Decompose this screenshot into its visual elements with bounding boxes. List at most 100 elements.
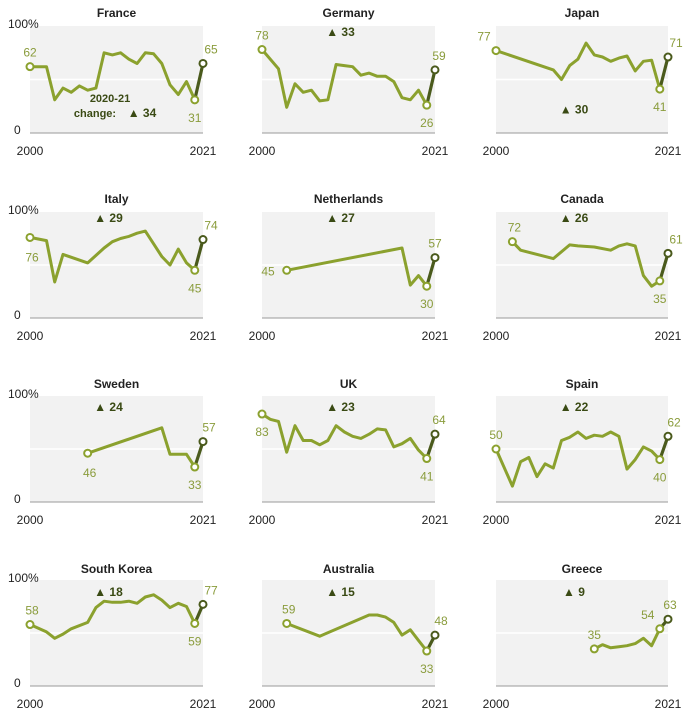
y-tick-top: 100% — [8, 17, 39, 31]
point-2020-marker — [422, 281, 432, 291]
chart-panel-sweden: Sweden 100% 0 2000 2021 46 57 33 ▲ 24 — [8, 377, 217, 527]
x-tick-end: 2021 — [422, 697, 449, 711]
start-point-marker — [25, 62, 35, 72]
start-point-marker — [25, 232, 35, 242]
change-segment-2020-2021 — [658, 251, 670, 283]
start-value-label: 62 — [23, 46, 37, 60]
point-2021-marker — [663, 248, 673, 258]
change-value-label: ▲ 26 — [560, 211, 589, 225]
x-tick-end: 2021 — [190, 144, 217, 158]
value-2020-label: 41 — [653, 100, 667, 114]
start-value-label: 59 — [282, 602, 296, 616]
end-value-label: 77 — [204, 583, 218, 597]
point-2020-marker — [655, 276, 665, 286]
change-segment-2020-2021 — [193, 61, 205, 102]
series-line — [510, 240, 662, 288]
chart-panel-japan: Japan 2000 2021 77 71 41 ▲ 30 — [477, 6, 683, 158]
y-tick-bottom: 0 — [14, 123, 21, 137]
x-tick-start: 2000 — [17, 144, 44, 158]
value-2020-label: 30 — [420, 297, 434, 311]
start-value-label: 83 — [255, 425, 269, 439]
chart-title: UK — [340, 377, 358, 391]
value-2020-label: 40 — [653, 471, 667, 485]
start-value-label: 45 — [261, 264, 275, 278]
change-segment-2020-2021 — [425, 255, 437, 288]
chart-title: Germany — [322, 6, 374, 20]
point-2021-marker — [430, 65, 440, 75]
series-line — [86, 426, 197, 469]
chart-title: Italy — [104, 192, 128, 206]
y-tick-bottom: 0 — [14, 492, 21, 506]
start-value-label: 50 — [489, 428, 503, 442]
x-tick-end: 2021 — [655, 144, 682, 158]
y-tick-top: 100% — [8, 571, 39, 585]
point-2021-marker — [663, 52, 673, 62]
series-line — [494, 41, 662, 91]
value-2020-label: 35 — [653, 292, 667, 306]
point-2020-marker — [422, 646, 432, 656]
x-tick-start: 2000 — [483, 329, 510, 343]
end-value-label: 65 — [204, 42, 218, 56]
x-tick-end: 2021 — [655, 513, 682, 527]
start-point-marker — [257, 45, 267, 55]
point-2020-marker — [190, 265, 200, 275]
chart-panel-greece: Greece 2000 2021 35 63 54 ▲ 9 — [483, 562, 682, 711]
change-value-label: ▲ 29 — [94, 211, 123, 225]
chart-title: Sweden — [94, 377, 139, 391]
change-segment-2020-2021 — [193, 237, 205, 272]
x-tick-start: 2000 — [249, 697, 276, 711]
value-2020-label: 31 — [188, 111, 202, 125]
point-2021-marker — [430, 253, 440, 263]
point-2021-marker — [198, 599, 208, 609]
series-line — [494, 430, 662, 488]
x-tick-start: 2000 — [483, 697, 510, 711]
start-value-label: 77 — [477, 30, 491, 44]
value-2020-label: 59 — [188, 634, 202, 648]
value-2020-label: 41 — [420, 470, 434, 484]
x-tick-start: 2000 — [17, 329, 44, 343]
y-tick-top: 100% — [8, 387, 39, 401]
series-line — [592, 627, 662, 651]
point-2021-marker — [198, 437, 208, 447]
value-2020-label: 33 — [188, 478, 202, 492]
series-line — [260, 48, 429, 109]
x-tick-start: 2000 — [17, 513, 44, 527]
x-tick-start: 2000 — [249, 329, 276, 343]
end-value-label: 63 — [663, 598, 677, 612]
point-2021-marker — [198, 58, 208, 68]
end-value-label: 71 — [669, 36, 683, 50]
x-tick-end: 2021 — [422, 329, 449, 343]
change-value-label: ▲ 9 — [563, 585, 585, 599]
start-point-marker — [25, 620, 35, 630]
chart-title: France — [97, 6, 137, 20]
chart-panel-australia: Australia 2000 2021 59 48 33 ▲ 15 — [249, 562, 449, 711]
x-tick-start: 2000 — [483, 513, 510, 527]
chart-panel-italy: Italy 100% 0 2000 2021 76 74 45 ▲ 29 — [8, 192, 218, 343]
y-tick-bottom: 0 — [14, 308, 21, 322]
point-2020-marker — [655, 455, 665, 465]
chart-panel-spain: Spain 2000 2021 50 62 40 ▲ 22 — [483, 377, 682, 527]
point-2020-marker — [190, 95, 200, 105]
x-tick-end: 2021 — [655, 697, 682, 711]
series-line — [28, 593, 197, 640]
change-value-label: ▲ 18 — [94, 585, 123, 599]
start-value-label: 58 — [25, 604, 39, 618]
chart-title: Japan — [565, 6, 600, 20]
end-value-label: 57 — [202, 421, 216, 435]
point-2020-marker — [190, 618, 200, 628]
x-tick-end: 2021 — [422, 513, 449, 527]
chart-panel-netherlands: Netherlands 2000 2021 45 57 30 ▲ 27 — [249, 192, 449, 343]
chart-panel-uk: UK 2000 2021 83 64 41 ▲ 23 — [249, 377, 449, 527]
end-value-label: 48 — [434, 614, 448, 628]
x-tick-start: 2000 — [17, 697, 44, 711]
point-2020-marker — [422, 454, 432, 464]
start-point-marker — [257, 409, 267, 419]
end-value-label: 57 — [428, 237, 442, 251]
point-2021-marker — [430, 429, 440, 439]
start-point-marker — [83, 448, 93, 458]
change-segment-2020-2021 — [658, 55, 670, 91]
start-point-marker — [589, 644, 599, 654]
start-value-label: 76 — [25, 250, 39, 264]
end-value-label: 64 — [432, 413, 446, 427]
